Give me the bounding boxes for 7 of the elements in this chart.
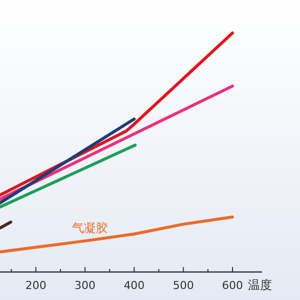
x-tick-label: 600 bbox=[222, 279, 244, 292]
x-tick-label: 300 bbox=[74, 279, 96, 292]
x-axis-title: 温度 bbox=[248, 278, 272, 292]
x-tick-label: 200 bbox=[25, 279, 46, 292]
x-tick-label: 400 bbox=[124, 279, 145, 292]
x-tick-label: 500 bbox=[172, 279, 194, 292]
annotation: 气凝胶 bbox=[72, 221, 108, 235]
